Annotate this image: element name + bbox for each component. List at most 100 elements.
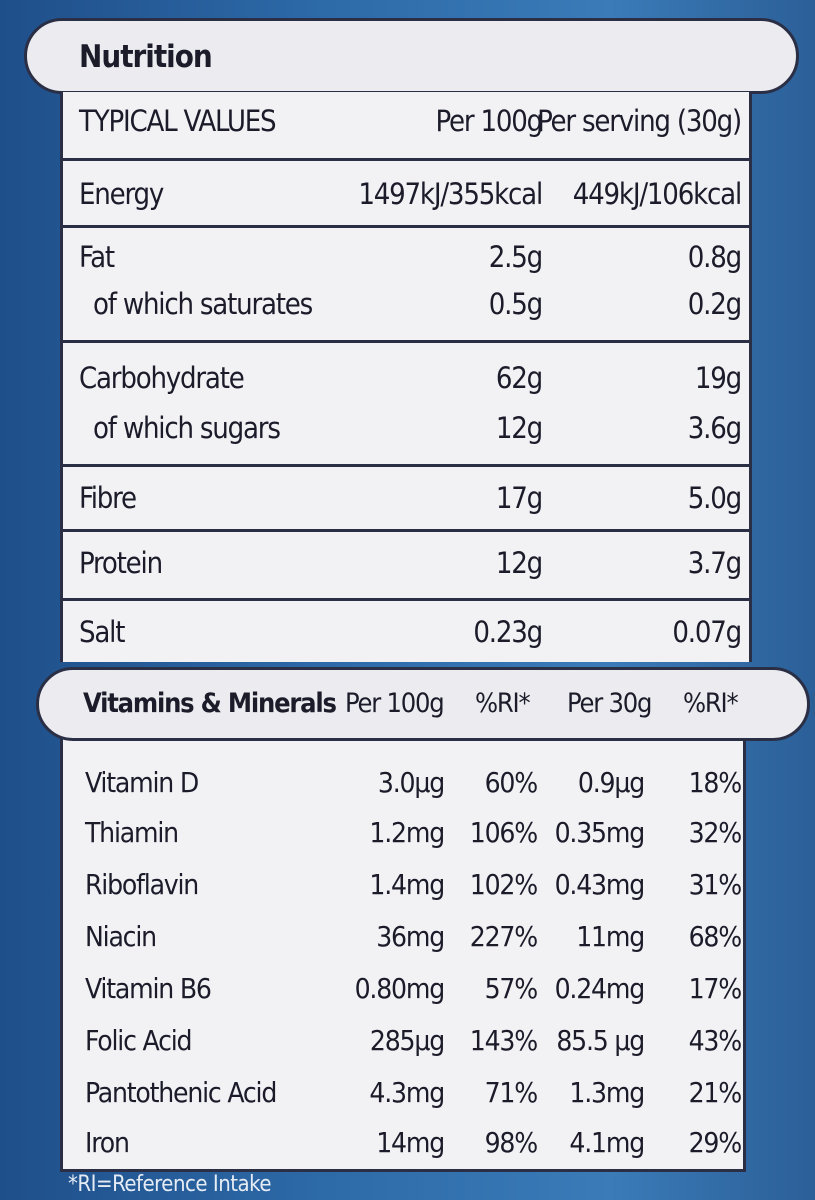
- nutrition-table: TYPICAL VALUES Per 100g Per serving (30g…: [60, 92, 752, 662]
- vitamin-per-30g: 11mg: [576, 920, 645, 953]
- vitamin-row: Vitamin B6 0.80mg 57% 0.24mg 17%: [63, 966, 749, 1016]
- carbohydrate-label: Carbohydrate: [79, 361, 245, 395]
- vitamin-ri-100g: 98%: [484, 1126, 539, 1159]
- vitamin-name: Pantothenic Acid: [85, 1076, 277, 1109]
- per-serving-header: Per serving (30g): [537, 104, 742, 138]
- vitamin-name: Niacin: [85, 920, 157, 953]
- carbohydrate-row: Carbohydrate 62g 19g: [63, 357, 749, 401]
- saturates-row: of which saturates 0.5g 0.2g: [63, 283, 749, 327]
- vitamin-row: Niacin 36mg 227% 11mg 68%: [63, 914, 749, 964]
- carbohydrate-section: Carbohydrate 62g 19g of which sugars 12g…: [63, 340, 749, 464]
- vitamin-ri-30g: 32%: [688, 816, 743, 849]
- vitamin-ri-30g: 43%: [688, 1024, 743, 1057]
- vitamin-per-100g: 1.2mg: [369, 816, 445, 849]
- salt-per-serving: 0.07g: [672, 615, 742, 649]
- reference-intake-footnote: *RI=Reference Intake: [68, 1172, 272, 1197]
- sugars-row: of which sugars 12g 3.6g: [63, 407, 749, 451]
- vitamin-ri-100g: 60%: [484, 766, 539, 799]
- protein-row: Protein 12g 3.7g: [63, 542, 749, 586]
- protein-section: Protein 12g 3.7g: [63, 529, 749, 598]
- vitamin-name: Riboflavin: [85, 868, 199, 901]
- vitamins-title: Vitamins & Minerals: [83, 688, 337, 719]
- vitamin-per-100g: 0.80mg: [354, 972, 446, 1005]
- sugars-per-serving: 3.6g: [687, 411, 742, 445]
- energy-per-100g: 1497kJ/355kcal: [358, 177, 543, 211]
- fibre-section: Fibre 17g 5.0g: [63, 464, 749, 529]
- vitamins-ri-100g-header: %RI*: [475, 688, 531, 719]
- fat-per-serving: 0.8g: [687, 240, 742, 274]
- vitamin-row: Riboflavin 1.4mg 102% 0.43mg 31%: [63, 862, 749, 912]
- energy-section: Energy 1497kJ/355kcal 449kJ/106kcal: [63, 158, 749, 225]
- protein-per-100g: 12g: [495, 546, 543, 580]
- vitamins-per-100g-header: Per 100g: [345, 688, 445, 719]
- nutrition-title: Nutrition: [79, 39, 213, 75]
- saturates-per-serving: 0.2g: [687, 287, 742, 321]
- fibre-per-100g: 17g: [495, 481, 543, 515]
- vitamin-ri-30g: 17%: [688, 972, 743, 1005]
- vitamin-ri-30g: 31%: [688, 868, 743, 901]
- fibre-row: Fibre 17g 5.0g: [63, 477, 749, 521]
- salt-per-100g: 0.23g: [473, 615, 543, 649]
- vitamin-ri-100g: 106%: [469, 816, 538, 849]
- vitamins-per-30g-header: Per 30g: [567, 688, 652, 719]
- fat-label: Fat: [79, 240, 115, 274]
- energy-label: Energy: [79, 177, 164, 211]
- protein-label: Protein: [79, 546, 163, 580]
- vitamins-table: Vitamin D 3.0µg 60% 0.9µg 18% Thiamin 1.…: [60, 732, 746, 1172]
- vitamin-per-100g: 1.4mg: [369, 868, 445, 901]
- vitamin-name: Vitamin D: [85, 766, 199, 799]
- fat-section: Fat 2.5g 0.8g of which saturates 0.5g 0.…: [63, 225, 749, 340]
- vitamin-name: Thiamin: [85, 816, 179, 849]
- vitamin-per-30g: 85.5 µg: [556, 1024, 645, 1057]
- vitamin-name: Vitamin B6: [85, 972, 212, 1005]
- energy-row: Energy 1497kJ/355kcal 449kJ/106kcal: [63, 173, 749, 217]
- vitamin-per-30g: 0.9µg: [577, 766, 645, 799]
- vitamin-row: Folic Acid 285µg 143% 85.5 µg 43%: [63, 1018, 749, 1068]
- salt-label: Salt: [79, 615, 125, 649]
- salt-section: Salt 0.23g 0.07g: [63, 598, 749, 662]
- typical-values-label: TYPICAL VALUES: [79, 104, 277, 138]
- sugars-label: of which sugars: [93, 411, 281, 445]
- vitamin-per-30g: 0.43mg: [554, 868, 646, 901]
- vitamin-ri-30g: 18%: [688, 766, 743, 799]
- vitamin-name: Iron: [85, 1126, 130, 1159]
- vitamin-ri-100g: 57%: [484, 972, 539, 1005]
- vitamin-row: Iron 14mg 98% 4.1mg 29%: [63, 1120, 749, 1170]
- vitamin-per-100g: 285µg: [369, 1024, 445, 1057]
- fibre-per-serving: 5.0g: [687, 481, 742, 515]
- vitamin-name: Folic Acid: [85, 1024, 193, 1057]
- vitamin-row: Vitamin D 3.0µg 60% 0.9µg 18%: [63, 760, 749, 810]
- energy-per-serving: 449kJ/106kcal: [572, 177, 742, 211]
- fat-per-100g: 2.5g: [488, 240, 543, 274]
- vitamin-per-30g: 1.3mg: [569, 1076, 645, 1109]
- vitamin-per-100g: 4.3mg: [369, 1076, 445, 1109]
- fat-row: Fat 2.5g 0.8g: [63, 236, 749, 280]
- carbohydrate-per-serving: 19g: [694, 361, 742, 395]
- vitamin-per-30g: 0.35mg: [554, 816, 646, 849]
- vitamins-ri-30g-header: %RI*: [683, 688, 739, 719]
- nutrition-title-pill: Nutrition: [24, 18, 799, 94]
- salt-row: Salt 0.23g 0.07g: [63, 611, 749, 655]
- vitamin-per-100g: 36mg: [376, 920, 445, 953]
- per-100g-header: Per 100g: [435, 104, 543, 138]
- vitamin-ri-100g: 227%: [469, 920, 538, 953]
- vitamin-ri-30g: 29%: [688, 1126, 743, 1159]
- vitamin-ri-100g: 102%: [469, 868, 538, 901]
- sugars-per-100g: 12g: [495, 411, 543, 445]
- vitamins-header-pill: Vitamins & Minerals Per 100g %RI* Per 30…: [36, 667, 810, 741]
- vitamin-ri-30g: 21%: [688, 1076, 743, 1109]
- vitamin-row: Thiamin 1.2mg 106% 0.35mg 32%: [63, 810, 749, 860]
- protein-per-serving: 3.7g: [687, 546, 742, 580]
- typical-values-row: TYPICAL VALUES Per 100g Per serving (30g…: [63, 100, 749, 144]
- vitamin-ri-30g: 68%: [688, 920, 743, 953]
- saturates-label: of which saturates: [93, 287, 313, 321]
- vitamin-per-30g: 4.1mg: [569, 1126, 645, 1159]
- vitamin-per-100g: 14mg: [376, 1126, 445, 1159]
- fibre-label: Fibre: [79, 481, 137, 515]
- vitamin-per-100g: 3.0µg: [377, 766, 445, 799]
- saturates-per-100g: 0.5g: [488, 287, 543, 321]
- vitamin-ri-100g: 71%: [484, 1076, 539, 1109]
- vitamin-per-30g: 0.24mg: [554, 972, 646, 1005]
- carbohydrate-per-100g: 62g: [495, 361, 543, 395]
- vitamin-ri-100g: 143%: [469, 1024, 538, 1057]
